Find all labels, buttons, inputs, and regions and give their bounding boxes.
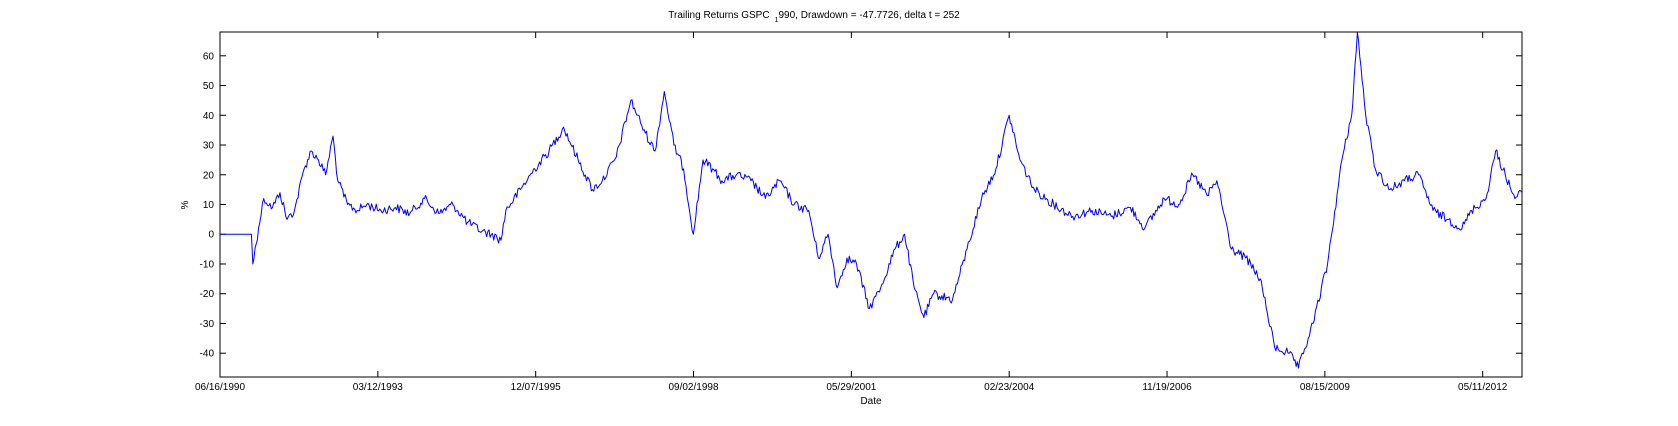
x-tick-label: 06/16/1990 (195, 382, 245, 393)
chart-title: Trailing Returns GSPC 1990, Drawdown = -4… (668, 10, 960, 24)
x-tick: 06/16/1990 (195, 32, 245, 393)
y-tick: 50 (203, 81, 1522, 92)
x-tick: 05/11/2012 (1458, 32, 1508, 393)
y-tick: 60 (203, 51, 1522, 62)
plot-area-frame (219, 31, 1523, 378)
x-tick: 12/07/1995 (511, 32, 561, 393)
x-tick: 03/12/1993 (353, 32, 403, 393)
x-tick-label: 12/07/1995 (511, 382, 561, 393)
y-tick-label: 0 (208, 230, 214, 241)
chart-title-subscript: 1 (775, 17, 779, 24)
y-tick: -40 (200, 349, 1522, 360)
y-tick: -10 (200, 259, 1522, 270)
y-axis-label: % (180, 200, 191, 209)
x-tick-label: 05/11/2012 (1458, 382, 1508, 393)
y-axis: -40 -30 -20 -10 0 10 20 30 40 50 60 (200, 51, 1522, 360)
x-tick-label: 02/23/2004 (984, 382, 1034, 393)
chart-title-main: Trailing Returns GSPC (668, 10, 769, 21)
y-tick: 20 (203, 170, 1522, 181)
series-line (220, 32, 1522, 369)
y-tick-label: 30 (203, 141, 215, 152)
x-tick-label: 11/19/2006 (1142, 382, 1192, 393)
x-tick: 05/29/2001 (826, 32, 877, 393)
x-tick: 08/15/2009 (1300, 32, 1350, 393)
y-tick-label: 60 (203, 51, 215, 62)
y-tick-label: 40 (203, 111, 215, 122)
y-tick-label: 20 (203, 170, 215, 181)
y-tick: -30 (200, 319, 1522, 330)
y-tick-label: -10 (200, 259, 215, 270)
y-tick: 40 (203, 111, 1522, 122)
x-axis: 06/16/1990 03/12/1993 12/07/1995 09/02/1998… (195, 32, 1508, 393)
y-tick: 10 (203, 200, 1522, 211)
chart-title-rest: 990, Drawdown = -47.7726, delta t = 252 (778, 10, 960, 21)
x-tick-label: 05/29/2001 (826, 382, 876, 393)
x-tick: 09/02/1998 (668, 32, 719, 393)
y-tick: -20 (200, 289, 1522, 300)
x-tick-label: 09/02/1998 (668, 382, 718, 393)
y-tick-label: -20 (200, 289, 215, 300)
x-tick: 02/23/2004 (984, 32, 1035, 393)
x-tick: 11/19/2006 (1142, 32, 1192, 393)
x-tick-label: 03/12/1993 (353, 382, 403, 393)
y-tick-label: -30 (200, 319, 215, 330)
y-tick: 30 (203, 141, 1522, 152)
y-tick-label: -40 (200, 349, 215, 360)
y-tick-label: 10 (203, 200, 215, 211)
series-layer (220, 32, 1522, 369)
y-tick-label: 50 (203, 81, 215, 92)
x-axis-label: Date (860, 396, 882, 407)
x-tick-label: 08/15/2009 (1300, 382, 1350, 393)
